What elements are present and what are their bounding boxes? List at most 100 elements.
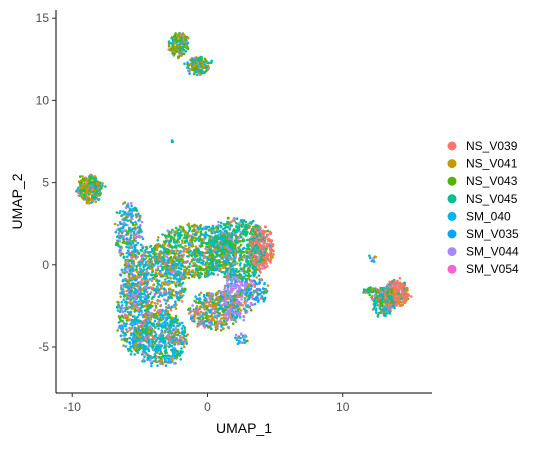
data-point <box>131 324 134 327</box>
data-point <box>120 214 124 217</box>
data-point <box>196 64 200 67</box>
data-point <box>140 278 144 282</box>
data-point <box>127 274 130 278</box>
data-point <box>372 260 376 263</box>
data-point <box>179 293 182 297</box>
data-point <box>383 300 386 303</box>
data-point <box>261 246 264 250</box>
data-point <box>188 273 192 276</box>
data-point <box>203 268 206 272</box>
data-point <box>87 202 91 205</box>
data-point <box>123 229 127 232</box>
data-point <box>116 329 119 332</box>
data-point <box>135 209 139 213</box>
data-point <box>395 298 399 302</box>
data-point <box>220 321 223 324</box>
data-point <box>405 297 409 301</box>
data-point <box>154 260 157 263</box>
data-point <box>180 300 184 303</box>
data-point <box>375 311 378 315</box>
data-point <box>211 256 214 260</box>
data-point <box>246 339 249 343</box>
data-point <box>245 248 248 252</box>
data-point <box>194 61 198 65</box>
data-point <box>400 303 403 307</box>
data-point <box>133 246 137 250</box>
data-point <box>253 285 257 289</box>
data-point <box>81 175 84 178</box>
data-point <box>134 278 137 282</box>
data-point <box>135 322 139 326</box>
data-point <box>208 247 211 251</box>
data-point <box>256 293 260 297</box>
data-point <box>78 175 82 178</box>
data-point <box>149 254 152 258</box>
data-point <box>167 354 171 358</box>
data-point <box>179 284 183 288</box>
data-point <box>242 246 246 250</box>
data-point <box>118 245 122 249</box>
data-point <box>172 240 176 244</box>
data-point <box>144 254 147 257</box>
data-point <box>258 281 262 285</box>
data-point <box>223 226 227 230</box>
data-point <box>204 69 208 73</box>
data-point <box>390 306 393 310</box>
data-point <box>403 281 407 285</box>
data-point <box>179 350 182 353</box>
data-point <box>185 342 188 345</box>
data-point <box>116 223 120 227</box>
data-point <box>137 327 140 330</box>
data-point <box>233 284 236 288</box>
data-point <box>170 140 174 144</box>
data-point <box>104 185 107 188</box>
data-point <box>187 241 190 245</box>
data-point <box>133 224 137 227</box>
data-point <box>144 263 148 266</box>
data-point <box>170 330 174 334</box>
data-point <box>189 242 193 245</box>
data-point <box>257 274 261 277</box>
data-point <box>253 251 257 255</box>
data-point <box>200 262 203 265</box>
data-point <box>241 341 244 345</box>
data-point <box>261 244 264 247</box>
data-point <box>269 231 273 235</box>
data-point <box>245 270 248 274</box>
data-point <box>172 341 176 345</box>
data-point <box>213 268 216 272</box>
data-point <box>125 314 128 317</box>
data-point <box>236 306 240 310</box>
data-point <box>166 244 170 247</box>
data-point <box>174 333 178 337</box>
data-point <box>204 231 207 234</box>
data-point <box>149 318 153 321</box>
data-point <box>131 267 135 270</box>
data-point <box>251 271 254 274</box>
data-point <box>388 300 391 303</box>
data-point <box>80 194 84 198</box>
data-point <box>248 292 252 295</box>
data-point <box>245 254 249 258</box>
data-point <box>397 292 401 295</box>
data-point <box>160 329 164 333</box>
data-point <box>187 69 190 72</box>
data-point <box>178 32 181 35</box>
data-point <box>233 301 236 305</box>
data-point <box>130 229 134 232</box>
data-point <box>168 287 172 290</box>
data-point <box>142 343 145 347</box>
data-point <box>120 284 123 287</box>
data-point <box>137 272 140 276</box>
data-point <box>125 328 128 331</box>
data-point <box>124 345 128 348</box>
data-point <box>156 302 159 305</box>
data-point <box>245 277 248 281</box>
data-point <box>247 297 250 301</box>
data-point <box>246 230 249 234</box>
data-point <box>132 239 136 242</box>
data-point <box>176 249 180 253</box>
data-point <box>137 270 140 274</box>
data-point <box>219 221 223 225</box>
data-point <box>241 258 244 262</box>
